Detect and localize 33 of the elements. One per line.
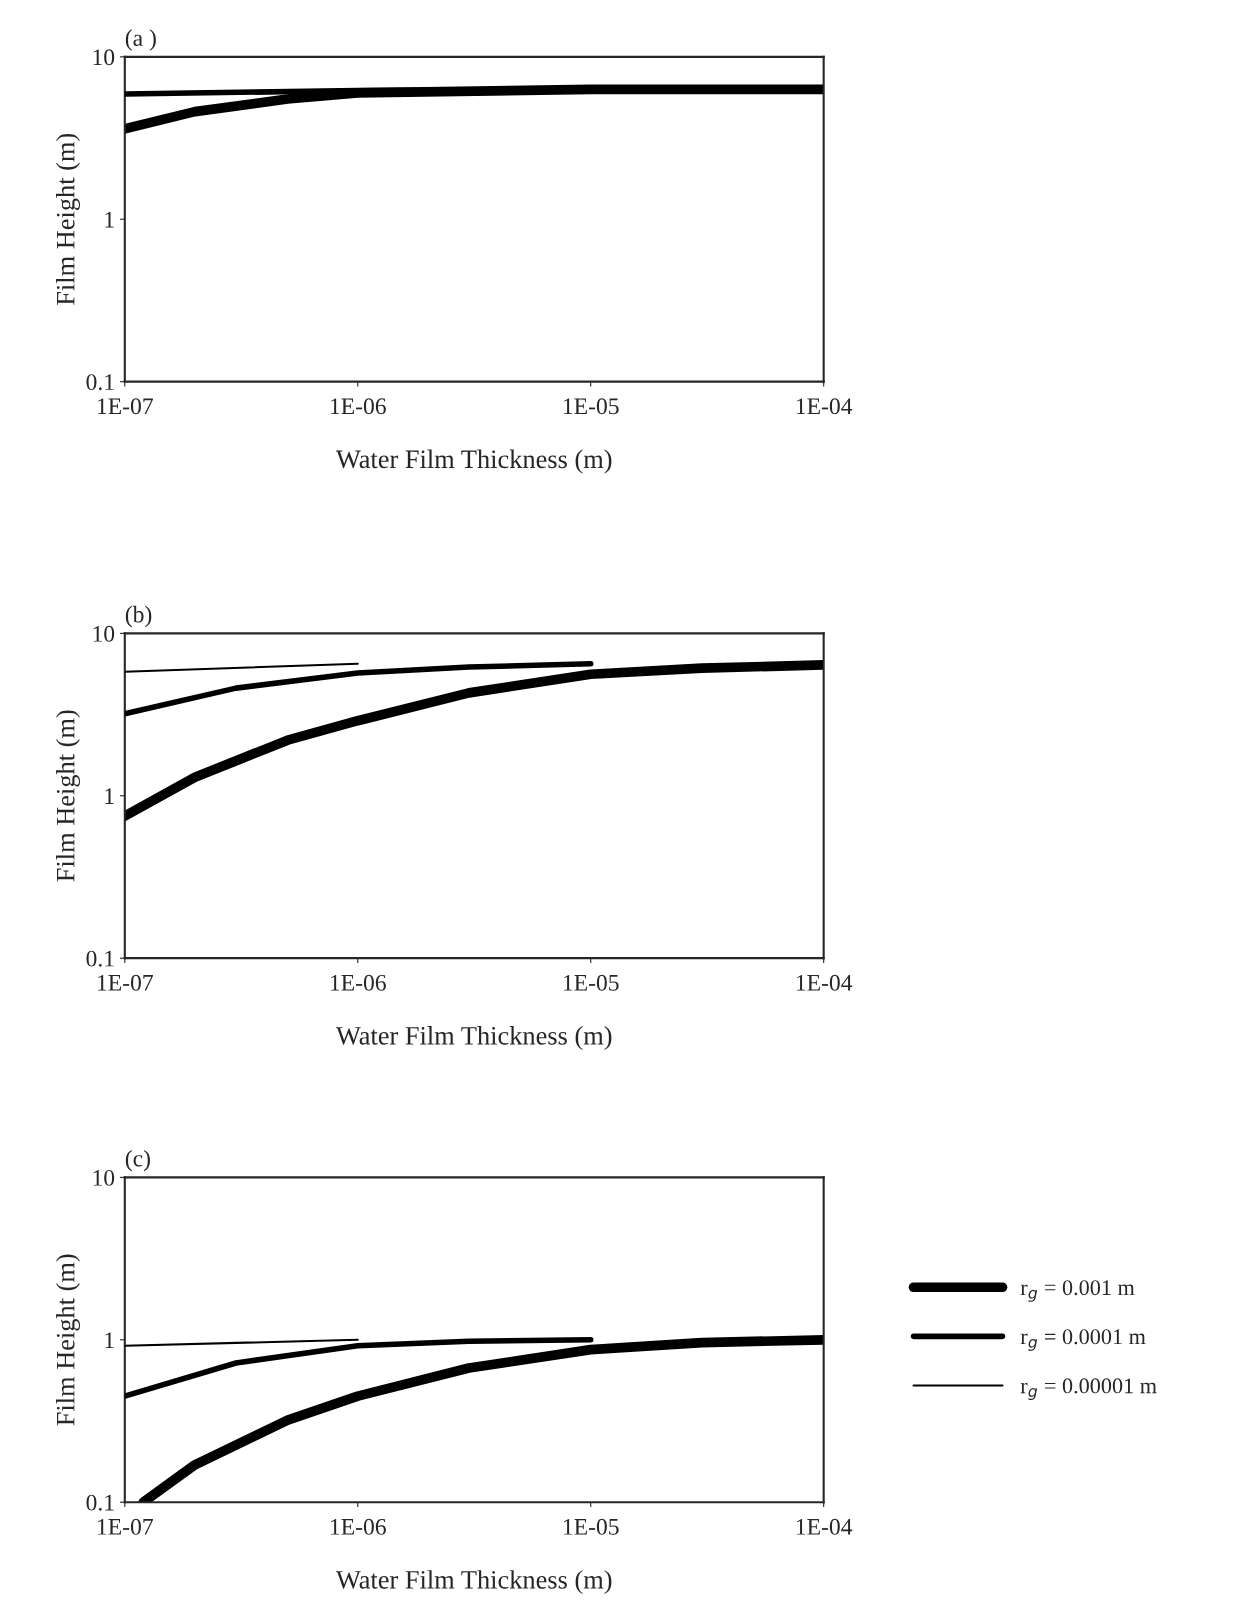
x-tick-label: 1E-06: [330, 398, 386, 415]
chart-title: (a ): [125, 29, 156, 51]
x-tick-label: 1E-06: [330, 1518, 386, 1535]
y-tick-label: 1: [105, 1332, 114, 1348]
chart-title: (c): [125, 1149, 150, 1172]
y-tick-label: 0.1: [86, 374, 114, 391]
y-axis-title: Film Height (m): [56, 1254, 81, 1426]
x-tick-label: 1E-04: [796, 974, 853, 991]
y-axis-title: Film Height (m): [56, 133, 81, 305]
x-tick-label: 1E-04: [796, 1518, 853, 1535]
x-tick-label: 1E-07: [98, 974, 153, 991]
y-tick-label: 10: [93, 1169, 115, 1186]
x-axis-title: Water Film Thickness (m): [335, 1570, 612, 1595]
x-tick-label: 1E-07: [98, 1518, 153, 1535]
y-tick-label: 0.1: [86, 1494, 114, 1511]
x-tick-label: 1E-07: [98, 398, 153, 415]
y-tick-label: 1: [105, 788, 114, 804]
y-tick-label: 10: [93, 625, 115, 642]
x-tick-label: 1E-06: [330, 974, 386, 991]
x-axis-title: Water Film Thickness (m): [335, 1026, 612, 1051]
chart-title: (b): [125, 605, 152, 628]
legend-label: r$_{g}$ = 0.00001 m: [1020, 1378, 1157, 1401]
x-tick-label: 1E-05: [563, 1518, 619, 1535]
legend-label: r$_{g}$ = 0.0001 m: [1020, 1329, 1146, 1351]
x-axis-title: Water Film Thickness (m): [335, 449, 612, 474]
legend-label: r$_{g}$ = 0.001 m: [1020, 1280, 1135, 1302]
y-tick-label: 1: [105, 211, 114, 228]
x-tick-label: 1E-05: [563, 974, 619, 991]
x-tick-label: 1E-05: [563, 398, 619, 415]
y-tick-label: 10: [93, 49, 115, 66]
y-axis-title: Film Height (m): [56, 710, 81, 882]
y-tick-label: 0.1: [86, 950, 114, 967]
x-tick-label: 1E-04: [796, 398, 853, 415]
